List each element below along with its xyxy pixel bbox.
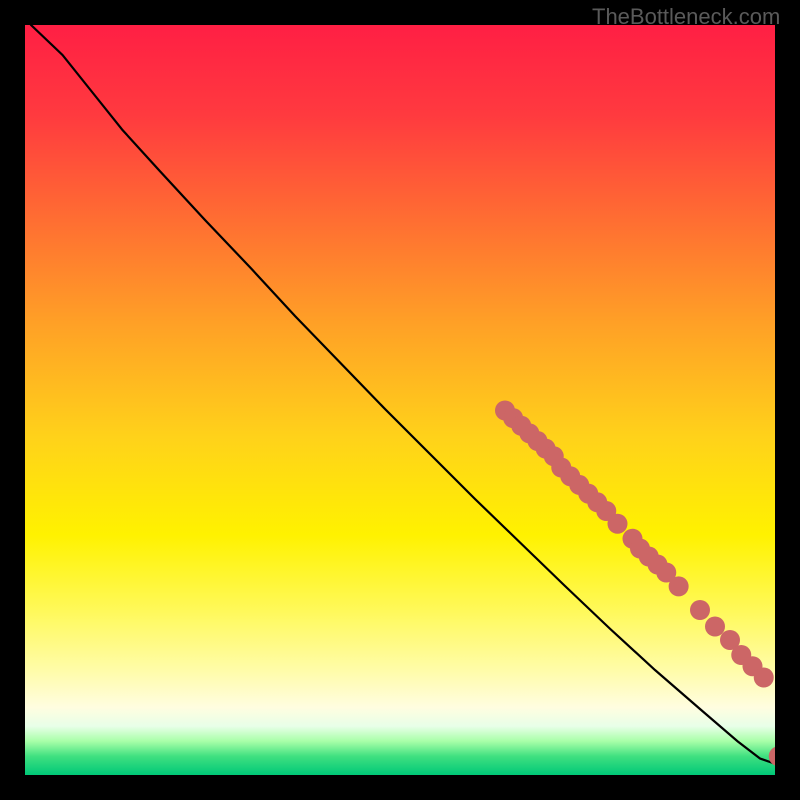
data-marker bbox=[608, 514, 628, 534]
gradient-background bbox=[25, 25, 775, 775]
chart-plot-area bbox=[25, 25, 775, 775]
chart-svg bbox=[25, 25, 775, 775]
attribution-label: TheBottleneck.com bbox=[592, 4, 780, 30]
data-marker bbox=[690, 600, 710, 620]
data-marker bbox=[754, 668, 774, 688]
data-marker bbox=[669, 576, 689, 596]
data-marker bbox=[705, 617, 725, 637]
